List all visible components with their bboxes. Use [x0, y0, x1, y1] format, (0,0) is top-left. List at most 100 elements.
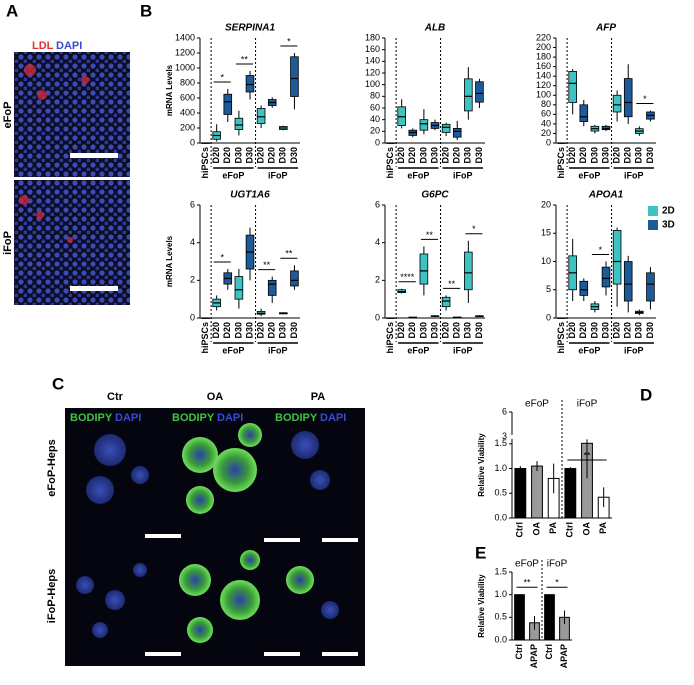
x-tick-label: hiPSCs	[200, 322, 210, 354]
y-tick-label: 0	[190, 312, 195, 322]
x-tick-label: D20	[267, 147, 277, 164]
x-tick-label: Ctrl	[544, 644, 554, 660]
group-label: eFoP	[578, 345, 600, 355]
x-tick-label: D30	[278, 322, 288, 339]
box	[245, 75, 255, 93]
legend-label: 2D	[662, 206, 675, 217]
box	[441, 123, 451, 133]
y-tick-label: 6	[375, 199, 380, 209]
significance-label: **	[263, 260, 271, 270]
x-tick-label: Ctrl	[514, 644, 524, 660]
group-label: eFoP	[525, 399, 549, 410]
column-label: Ctr	[107, 391, 124, 403]
x-tick-label: hiPSCs	[385, 147, 395, 179]
y-tick-label: 20	[541, 128, 551, 138]
micrograph	[14, 180, 130, 305]
x-tick-label: D30	[463, 147, 473, 164]
chart-title: SERPINA1	[225, 23, 275, 34]
panel-label: D	[640, 385, 652, 404]
x-tick-label: Ctrl	[565, 522, 575, 538]
y-tick-label: 0	[546, 137, 551, 147]
group-label: eFoP	[578, 170, 600, 180]
x-tick-label: D30	[418, 147, 428, 164]
x-tick-label: D30	[600, 147, 610, 164]
significance-label: *	[643, 94, 647, 104]
y-tick-label: 0	[546, 312, 551, 322]
y-tick-label: 15	[541, 228, 551, 238]
box	[419, 119, 429, 131]
y-tick-label: 100	[536, 90, 551, 100]
x-tick-label: D30	[634, 322, 644, 339]
x-tick-label: D20	[222, 322, 232, 339]
x-tick-label: D20	[255, 322, 265, 339]
box	[464, 251, 473, 291]
group-label: eFoP	[222, 345, 244, 355]
x-tick-label: D20	[222, 147, 232, 164]
x-tick-label: D30	[233, 322, 243, 339]
x-tick-label: APAP	[529, 644, 539, 668]
column-label: OA	[207, 391, 224, 403]
x-tick-label: OA	[531, 521, 541, 535]
significance-label: *	[472, 224, 476, 234]
y-tick-label: 220	[536, 32, 551, 42]
box	[419, 253, 429, 285]
y-tick-label: 4	[190, 237, 195, 247]
box	[290, 270, 299, 287]
y-tick-label: 0	[190, 137, 195, 147]
y-tick-label: 120	[536, 80, 551, 90]
x-tick-label: Ctrl	[515, 522, 525, 538]
x-tick-label: D20	[611, 322, 621, 339]
x-tick-label: OA	[581, 521, 591, 535]
box	[475, 81, 484, 103]
chart-title: G6PC	[421, 190, 449, 201]
row-label: iFoP-Heps	[46, 569, 58, 623]
y-tick-label: 20	[370, 126, 380, 136]
significance-label: *	[555, 578, 559, 588]
y-tick-label: 140	[536, 71, 551, 81]
y-tick-label: 0	[375, 312, 380, 322]
group-label: iFoP	[268, 345, 288, 355]
x-tick-label: D20	[452, 322, 462, 339]
box	[612, 94, 622, 113]
bar	[531, 465, 543, 519]
legend-label: 3D	[662, 220, 675, 231]
x-tick-label: D20	[567, 147, 577, 164]
x-tick-label: hiPSCs	[556, 322, 566, 354]
y-tick-label: 200	[536, 42, 551, 52]
y-tick-label: 1000	[175, 62, 195, 72]
y-tick-label: 3	[502, 431, 507, 441]
x-tick-label: D30	[600, 322, 610, 339]
x-tick-label: D20	[567, 322, 577, 339]
box	[601, 266, 611, 288]
x-tick-label: D30	[278, 147, 288, 164]
y-tick-label: 80	[541, 99, 551, 109]
y-tick-label: 10	[541, 256, 551, 266]
bar	[544, 594, 555, 641]
y-tick-label: 40	[370, 114, 380, 124]
y-tick-label: 40	[541, 118, 551, 128]
y-tick-label: 0.5	[494, 612, 507, 622]
panel-label: B	[140, 1, 152, 20]
x-tick-label: PA	[548, 522, 558, 534]
x-tick-label: D20	[211, 322, 221, 339]
box	[441, 296, 451, 308]
scale-bar	[70, 153, 118, 158]
legend-swatch	[648, 220, 658, 230]
y-tick-label: 100	[365, 79, 380, 89]
y-tick-label: 4	[375, 237, 380, 247]
group-label: iFoP	[547, 559, 568, 570]
group-label: iFoP	[577, 399, 598, 410]
x-tick-label: D30	[418, 322, 428, 339]
y-tick-label: 600	[180, 92, 195, 102]
x-tick-label: D20	[211, 147, 221, 164]
y-tick-label: 2	[190, 275, 195, 285]
y-tick-label: 80	[370, 91, 380, 101]
box	[452, 128, 462, 138]
x-tick-label: D30	[429, 147, 439, 164]
x-tick-label: D30	[474, 147, 484, 164]
group-label: eFoP	[407, 170, 429, 180]
y-tick-label: 160	[365, 44, 380, 54]
x-tick-label: hiPSCs	[200, 147, 210, 179]
y-tick-label: 1.0	[494, 463, 507, 473]
